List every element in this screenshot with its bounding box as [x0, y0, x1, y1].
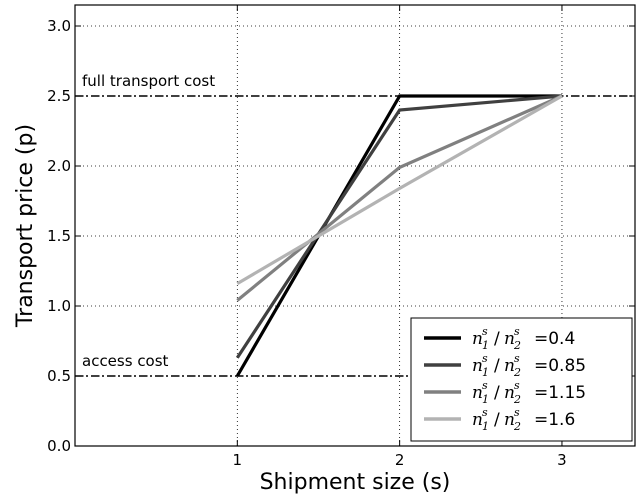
x-tick-label: 2 [395, 451, 405, 469]
legend-symbol: n [504, 410, 515, 430]
legend-slash: / [494, 383, 500, 403]
legend-symbol: n [472, 383, 483, 403]
legend-subscript: 1 [482, 393, 489, 406]
y-tick-label: 3.0 [47, 17, 71, 35]
legend-subscript: 2 [513, 420, 521, 433]
x-tick-label: 1 [233, 451, 243, 469]
legend-value: =0.85 [534, 356, 586, 376]
x-tick-label: 3 [557, 451, 567, 469]
legend-slash: / [494, 329, 500, 349]
legend-slash: / [494, 410, 500, 430]
legend-symbol: n [504, 383, 515, 403]
legend-symbol: n [472, 356, 483, 376]
legend-symbol: n [504, 356, 515, 376]
series-lines [235, 94, 563, 377]
y-tick-label: 2.0 [47, 157, 71, 175]
y-axis-label: Transport price (p) [13, 124, 38, 328]
legend-value: =0.4 [534, 329, 575, 349]
y-tick-label: 2.5 [47, 87, 71, 105]
y-axis-ticks: 0.0 0.5 1.0 1.5 2.0 2.5 3.0 [47, 17, 635, 455]
legend-symbol: n [472, 329, 483, 349]
series-line [235, 94, 563, 359]
legend-slash: / [494, 356, 500, 376]
legend-superscript: s [482, 406, 488, 419]
legend-symbol: n [472, 410, 483, 430]
legend-subscript: 2 [513, 366, 521, 379]
legend-superscript: s [514, 352, 520, 365]
legend-superscript: s [482, 352, 488, 365]
y-tick-label: 1.0 [47, 297, 71, 315]
series-line [236, 94, 563, 285]
legend-subscript: 1 [482, 339, 489, 352]
legend: n 1s / n 2s =0.4n 1s / n 2s =0.85n 1s / n 2s =1.15n 1s / n… [410, 317, 633, 442]
legend-value: =1.15 [534, 383, 586, 403]
legend-subscript: 2 [513, 339, 521, 352]
legend-subscript: 1 [482, 420, 489, 433]
access-cost-label: access cost [82, 352, 169, 370]
full-transport-cost-label: full transport cost [82, 72, 215, 90]
legend-subscript: 2 [513, 393, 521, 406]
y-tick-label: 0.0 [47, 437, 71, 455]
legend-subscript: 1 [482, 366, 489, 379]
legend-superscript: s [514, 406, 520, 419]
series-line [236, 94, 563, 302]
legend-superscript: s [482, 379, 488, 392]
legend-superscript: s [514, 379, 520, 392]
x-axis-ticks: 1 2 3 [233, 5, 567, 469]
legend-value: =1.6 [534, 410, 575, 430]
x-axis-label: Shipment size (s) [260, 470, 451, 495]
y-tick-label: 0.5 [47, 367, 71, 385]
legend-superscript: s [514, 325, 520, 338]
legend-symbol: n [504, 329, 515, 349]
y-tick-label: 1.5 [47, 227, 71, 245]
plot-frame [74, 4, 636, 447]
legend-superscript: s [482, 325, 488, 338]
series-line [235, 94, 562, 377]
